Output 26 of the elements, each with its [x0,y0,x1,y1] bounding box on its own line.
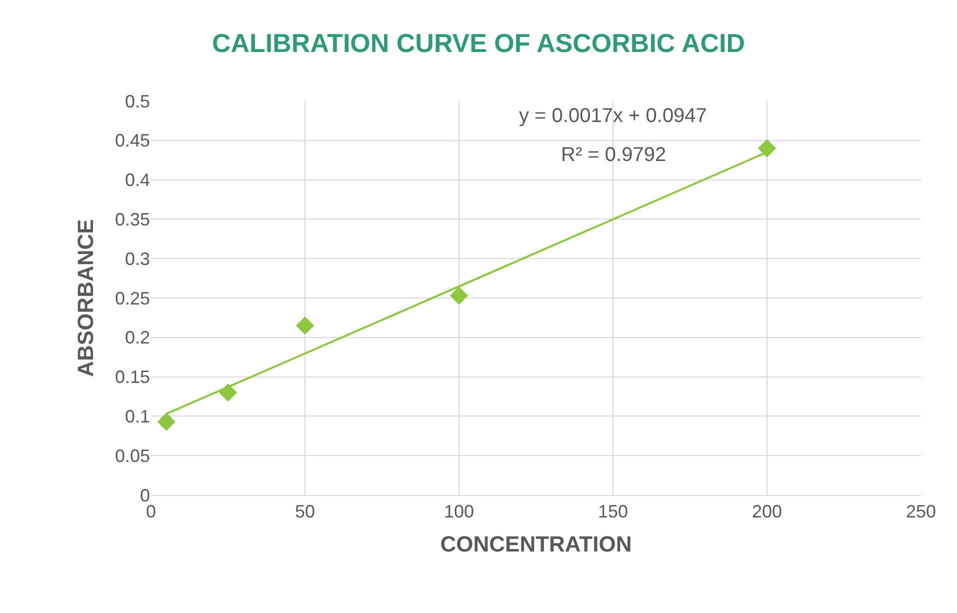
x-axis-title: CONCENTRATION [440,532,632,556]
point [218,383,238,402]
annotation: y = 0.0017x + 0.0947 [519,105,707,127]
point [157,412,176,431]
y-tick-label: 0.05 [114,446,150,466]
x-tick-label: 100 [444,502,474,522]
y-tick-label: 0.25 [114,288,150,308]
chart-title: CALIBRATION CURVE OF ASCORBIC ACID [212,28,745,58]
y-tick-label: 0.3 [124,248,150,269]
point [296,316,314,335]
y-tick-label: 0.5 [124,91,150,112]
x-tick-label: 250 [906,502,936,522]
y-axis-title: ABSORBANCE [72,219,98,377]
y-tick-label: 0.2 [124,328,150,348]
x-tick-label: 50 [294,502,316,522]
y-tick-label: 0 [140,485,150,506]
point [758,139,776,158]
y-tick-label: 0.15 [114,367,150,388]
y-tick-label: 0.4 [124,170,150,190]
x-tick-label: 200 [752,502,782,522]
point [450,286,468,305]
y-tick-label: 0.35 [114,210,150,230]
y-tick-label: 0.1 [124,406,150,426]
annotation: R² = 0.9792 [561,144,666,166]
x-tick-label: 150 [598,502,628,522]
y-tick-label: 0.45 [114,130,150,151]
